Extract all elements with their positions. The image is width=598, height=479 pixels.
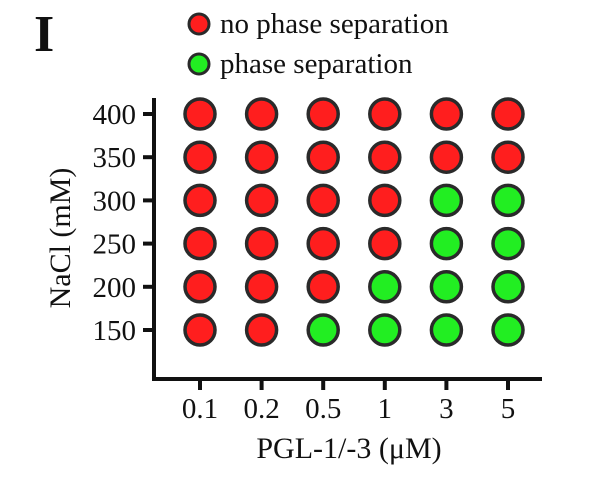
data-point-phase-separation — [368, 270, 402, 304]
y-tick-label: 350 — [93, 142, 137, 174]
y-tick-label: 150 — [93, 315, 137, 347]
data-point-no-phase-separation — [183, 97, 217, 131]
data-point-no-phase-separation — [244, 270, 279, 304]
data-point-no-phase-separation — [183, 313, 217, 347]
data-point-no-phase-separation — [183, 183, 217, 218]
panel-label: I — [34, 6, 54, 63]
data-point-no-phase-separation — [183, 140, 217, 174]
data-point-no-phase-separation — [368, 97, 402, 131]
y-tick-label: 250 — [93, 229, 137, 261]
x-tick-label: 1 — [378, 393, 393, 425]
legend: no phase separation phase separation — [187, 8, 449, 80]
x-tick-label: 0.5 — [305, 393, 341, 425]
data-point-no-phase-separation — [306, 226, 340, 261]
data-point-phase-separation — [429, 226, 464, 261]
data-point-phase-separation — [491, 313, 525, 347]
data-point-phase-separation — [429, 270, 464, 304]
data-point-phase-separation — [368, 313, 402, 347]
y-tick-label: 400 — [93, 99, 137, 131]
data-point-no-phase-separation — [306, 270, 340, 304]
x-tick-label: 0.1 — [182, 393, 218, 425]
data-point-no-phase-separation — [244, 313, 279, 347]
x-tick-label: 0.2 — [243, 393, 279, 425]
x-tick-label: 3 — [439, 393, 454, 425]
data-point-no-phase-separation — [183, 226, 217, 261]
data-point-no-phase-separation — [429, 97, 464, 131]
data-point-no-phase-separation — [244, 183, 279, 218]
x-axis-ticks: 0.1 0.2 0.5 1 3 5 — [182, 379, 515, 425]
data-point-phase-separation — [491, 270, 525, 304]
data-point-no-phase-separation — [306, 183, 340, 218]
data-point-no-phase-separation — [491, 97, 525, 131]
y-axis-label: NaCl (mM) — [44, 168, 77, 309]
x-tick-label: 5 — [501, 393, 516, 425]
data-point-no-phase-separation — [183, 270, 217, 304]
legend-label-phase-separation: phase separation — [220, 48, 413, 80]
data-point-phase-separation — [429, 313, 464, 347]
y-tick-label: 200 — [93, 272, 137, 304]
data-point-phase-separation — [491, 226, 525, 261]
data-point-phase-separation — [429, 183, 464, 218]
data-point-no-phase-separation — [368, 183, 402, 218]
data-point-phase-separation — [306, 313, 340, 347]
data-points — [183, 97, 525, 347]
legend-label-no-phase-separation: no phase separation — [220, 8, 449, 40]
data-point-no-phase-separation — [306, 97, 340, 131]
y-tick-label: 300 — [93, 185, 137, 217]
data-point-no-phase-separation — [491, 140, 525, 174]
data-point-no-phase-separation — [368, 140, 402, 174]
data-point-phase-separation — [491, 183, 525, 218]
legend-marker-phase-separation — [187, 52, 211, 76]
data-point-no-phase-separation — [429, 140, 464, 174]
data-point-no-phase-separation — [244, 97, 279, 131]
data-point-no-phase-separation — [306, 140, 340, 174]
y-axis-ticks: 150 200 250 300 350 400 — [93, 99, 154, 347]
legend-marker-no-phase-separation — [187, 12, 211, 36]
x-axis-label: PGL-1/-3 (μM) — [256, 432, 441, 465]
data-point-no-phase-separation — [244, 140, 279, 174]
data-point-no-phase-separation — [244, 226, 279, 261]
data-point-no-phase-separation — [368, 226, 402, 261]
